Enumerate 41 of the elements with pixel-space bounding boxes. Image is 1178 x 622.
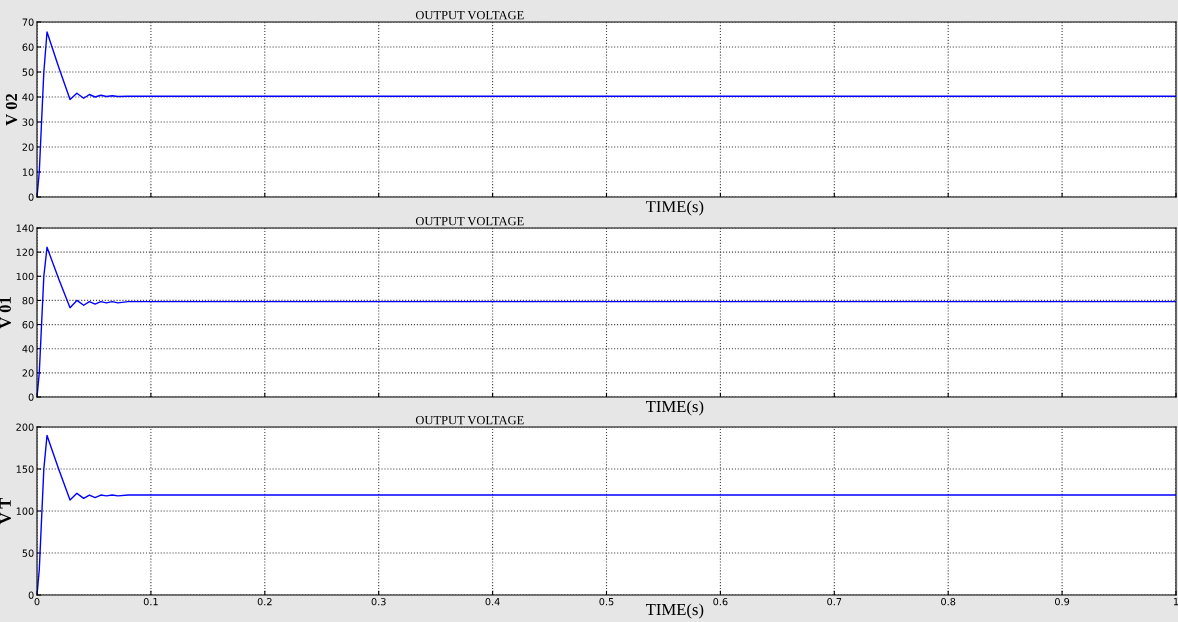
y-tick-label: 20 — [22, 369, 34, 377]
y-tick-label: 0 — [28, 591, 34, 599]
x-axis-title: TIME(s) — [645, 603, 704, 619]
y-tick-label: 70 — [22, 18, 34, 26]
x-tick-label: 1 — [1173, 598, 1178, 606]
y-tick-label: 0 — [28, 193, 34, 201]
chart-title: OUTPUT VOLTAGE — [415, 10, 524, 20]
x-tick-label: 0.5 — [599, 597, 614, 606]
chart-title: OUTPUT VOLTAGE — [415, 415, 524, 425]
x-tick-label: 0.7 — [827, 597, 842, 606]
x-tick-label: 0.8 — [941, 597, 956, 606]
y-tick-label: 50 — [22, 68, 34, 76]
y-tick-label: 120 — [16, 248, 34, 256]
y-tick-label: 20 — [22, 143, 34, 151]
x-tick-label: 0.3 — [371, 597, 386, 606]
y-tick-label: 40 — [22, 93, 34, 101]
chart-title: OUTPUT VOLTAGE — [415, 216, 524, 226]
y-tick-label: 200 — [16, 423, 34, 431]
y-axis-title: V T — [0, 497, 11, 525]
y-tick-label: 100 — [16, 272, 34, 281]
y-tick-label: 0 — [28, 393, 34, 401]
x-tick-label: 0.4 — [485, 597, 500, 606]
x-tick-label: 0.6 — [713, 597, 728, 606]
x-axis-title: TIME(s) — [645, 400, 704, 416]
x-tick-label: 0 — [34, 597, 40, 606]
y-tick-label: 60 — [22, 43, 34, 51]
x-tick-label: 0.9 — [1055, 597, 1070, 606]
y-tick-label: 80 — [22, 296, 34, 305]
y-tick-label: 150 — [16, 465, 34, 473]
y-axis-title: V 01 — [0, 297, 11, 329]
x-axis-title: TIME(s) — [645, 200, 704, 216]
y-tick-label: 50 — [22, 549, 34, 557]
x-tick-label: 0.2 — [257, 597, 272, 606]
y-tick-label: 30 — [22, 118, 34, 126]
y-axis-title: V 02 — [5, 93, 18, 126]
y-tick-label: 40 — [22, 345, 34, 353]
y-tick-label: 100 — [16, 507, 34, 515]
y-tick-label: 140 — [16, 224, 34, 232]
y-tick-label: 60 — [22, 321, 34, 329]
x-tick-label: 0.1 — [143, 597, 158, 606]
y-tick-label: 10 — [22, 168, 34, 176]
